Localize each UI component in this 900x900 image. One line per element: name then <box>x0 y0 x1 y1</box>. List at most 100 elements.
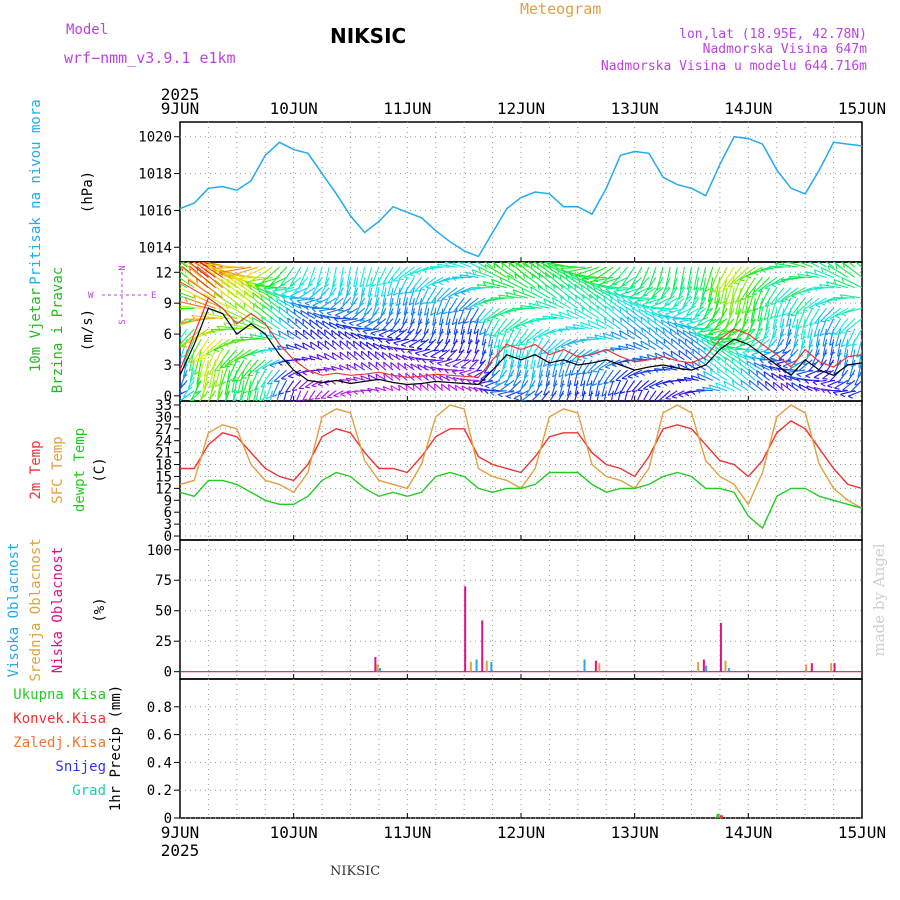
wind-barb <box>180 318 188 324</box>
wind-barb-flag <box>639 286 645 290</box>
wind-barb <box>770 287 785 305</box>
wind-barb-flag <box>672 286 678 291</box>
wind-barb-flag <box>794 334 799 339</box>
wind-barb-flag <box>633 328 636 334</box>
wind-barb-flag <box>678 394 684 398</box>
wind-barb <box>366 341 380 350</box>
wind-barb <box>641 327 657 340</box>
wind-barb <box>780 287 799 302</box>
wind-barb <box>642 390 650 401</box>
wind-barb-flag <box>489 334 495 337</box>
wind-barb-flag <box>453 340 459 345</box>
wind-barb-flag <box>183 395 189 398</box>
wind-barb-flag <box>206 264 211 269</box>
wind-barb <box>637 287 657 301</box>
wind-barb-flag <box>337 330 341 337</box>
wind-barb <box>646 369 664 372</box>
wind-barb <box>248 369 259 393</box>
wind-barb-flag <box>248 389 254 393</box>
wind-barb-flag <box>498 294 503 300</box>
wind-barb <box>425 276 444 288</box>
wind-barb-flag <box>545 382 551 387</box>
wind-barb <box>648 390 657 401</box>
wind-barb <box>565 349 579 363</box>
wind-barb <box>247 359 266 376</box>
wind-y-tick-label: 3 <box>164 358 172 374</box>
wind-barb-flag <box>836 362 842 367</box>
wind-barb-flag <box>440 384 443 390</box>
model-elevation-label: Nadmorska Visina u modelu 644.716m <box>601 59 867 74</box>
wind-barb-flag <box>669 380 675 385</box>
wind-barb-flag <box>760 268 766 273</box>
wind-barb <box>453 376 465 381</box>
wind-barb-flag <box>183 364 188 369</box>
wind-barb-flag <box>759 359 764 364</box>
temp-y-tick-label: 6 <box>164 505 172 521</box>
wind-barb <box>820 349 828 365</box>
wind-barb-flag <box>580 382 586 387</box>
wind-barb <box>245 276 273 283</box>
wind-barb-flag <box>708 384 712 390</box>
wind-barb <box>733 266 756 284</box>
wind-barb <box>513 390 529 399</box>
wind-barb <box>254 359 273 373</box>
wind-barb-flag <box>704 335 710 339</box>
wind-barb-flag <box>426 383 429 389</box>
wind-barb <box>217 325 244 330</box>
wind-barb <box>592 266 614 282</box>
wind-barb-flag <box>437 367 442 373</box>
wind-barb-flag <box>311 385 317 388</box>
wind-barb <box>338 297 351 312</box>
wind-barb-flag <box>530 365 536 370</box>
wind-barb <box>346 351 358 361</box>
wind-barb-flag <box>254 410 258 413</box>
wind-barb-flag <box>447 311 453 314</box>
wind-barb-flag <box>241 377 247 379</box>
wind-barb <box>359 287 366 306</box>
wind-barb-flag <box>633 293 639 295</box>
wind-barb <box>553 349 565 367</box>
wind-barb <box>408 355 422 361</box>
wind-barb <box>417 297 423 316</box>
wind-barb-flag <box>788 276 794 281</box>
wind-barb-flag <box>621 293 627 297</box>
wind-barb-flag <box>402 321 408 325</box>
wind-barb <box>196 359 202 385</box>
wind-barb-flag <box>493 263 496 269</box>
wind-barb <box>302 390 309 401</box>
wind-barb <box>452 328 458 345</box>
wind-barb-flag <box>187 386 193 391</box>
wind-barb-flag <box>644 310 648 316</box>
x-tick-top: 9JUN <box>161 99 200 118</box>
wind-barb <box>398 277 408 295</box>
wind-barb-flag <box>401 354 406 360</box>
pressure-ylabel: Pritisak na nivou mora <box>28 99 44 284</box>
wind-barb-flag <box>566 344 572 348</box>
wind-barb <box>664 266 671 291</box>
year-top: 2025 <box>161 85 200 104</box>
wind-barb-flag <box>350 332 354 338</box>
wind-barb-flag <box>231 379 238 382</box>
wind-barb-flag <box>851 363 857 368</box>
wind-barb <box>757 276 778 292</box>
wind-barb-flag <box>491 279 495 285</box>
wind-barb <box>663 338 678 350</box>
wind-barb-flag <box>242 390 248 395</box>
wind-barb-flag <box>564 373 570 377</box>
wind-barb-flag <box>346 340 349 346</box>
wind-barb <box>291 380 302 391</box>
wind-barb-flag <box>772 325 778 330</box>
wind-barb-flag <box>767 361 773 366</box>
wind-barb <box>693 266 700 291</box>
wind-barb <box>549 390 557 401</box>
wind-barb-flag <box>464 359 470 362</box>
wind-barb <box>842 379 856 391</box>
wind-barb-flag <box>173 305 176 309</box>
wind-barb <box>665 316 685 320</box>
wind-barb <box>593 286 614 299</box>
wind-barb-flag <box>722 310 727 315</box>
wind-barb-flag <box>797 273 802 279</box>
wind-barb <box>822 369 834 380</box>
wind-barb <box>408 338 422 348</box>
wind-barb-flag <box>694 296 699 301</box>
